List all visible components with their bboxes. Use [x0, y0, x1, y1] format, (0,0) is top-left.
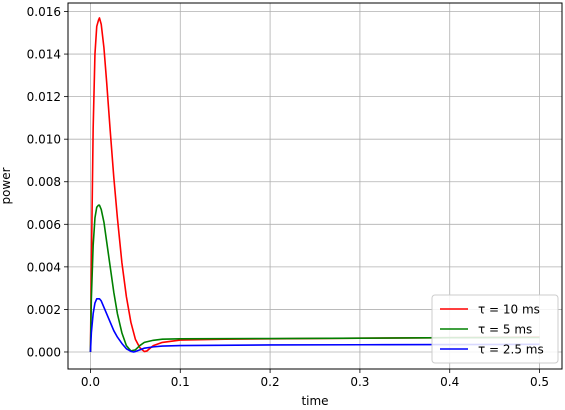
- x-tick-label: 0.2: [261, 375, 280, 389]
- y-tick-label: 0.014: [27, 48, 61, 62]
- legend-label: τ = 10 ms: [478, 303, 540, 317]
- series-line: [89, 17, 540, 353]
- y-tick-label: 0.002: [27, 303, 61, 317]
- legend-label: τ = 5 ms: [478, 323, 532, 337]
- legend-box: [431, 294, 559, 364]
- x-axis-label: time: [301, 394, 328, 408]
- x-tick-label: 0.5: [530, 375, 549, 389]
- grid-lines: [68, 3, 562, 369]
- y-tick-label: 0.016: [27, 5, 61, 19]
- x-tick-label: 0.4: [440, 375, 459, 389]
- x-axis-ticks: 0.0 0.1 0.2 0.3 0.4 0.5: [81, 369, 549, 389]
- y-axis-label: power: [0, 167, 13, 204]
- y-tick-label: 0.008: [27, 175, 61, 189]
- y-axis-ticks: 0.000 0.002 0.004 0.006 0.008 0.010 0.012 0.014…: [27, 5, 68, 359]
- series-line: [89, 297, 540, 353]
- y-tick-label: 0.000: [27, 345, 61, 359]
- y-tick-label: 0.010: [27, 133, 61, 147]
- x-tick-label: 0.3: [350, 375, 369, 389]
- x-tick-label: 0.1: [171, 375, 190, 389]
- series-layer: [89, 17, 540, 353]
- y-tick-label: 0.004: [27, 260, 61, 274]
- plot-frame: [67, 2, 563, 370]
- y-tick-label: 0.006: [27, 218, 61, 232]
- x-tick-label: 0.0: [81, 375, 100, 389]
- y-tick-label: 0.012: [27, 90, 61, 104]
- series-line: [89, 204, 540, 352]
- legend-label: τ = 2.5 ms: [478, 343, 544, 357]
- legend: τ = 10 ms τ = 5 ms τ = 2.5 ms: [431, 294, 559, 364]
